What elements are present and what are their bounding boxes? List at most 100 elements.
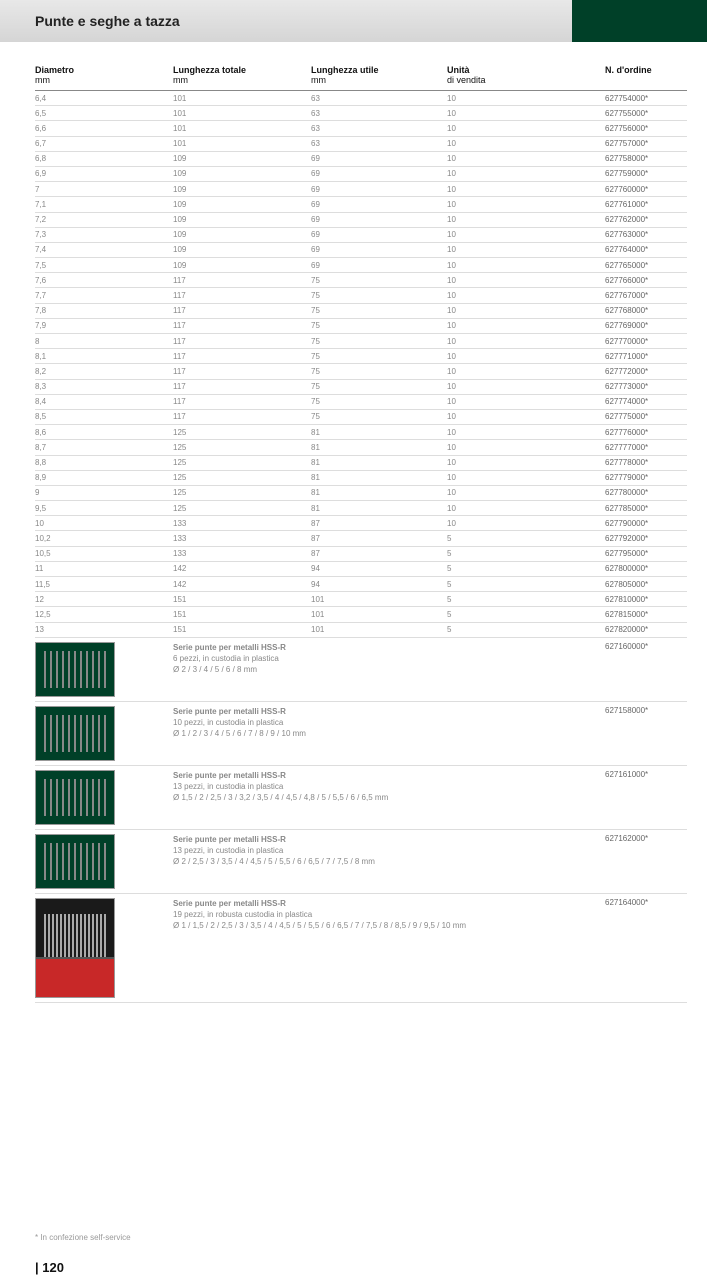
table-row: 7,11096910627761000* [35, 197, 687, 212]
table-row: 8,41177510627774000* [35, 395, 687, 410]
cell-order-no: 627756000* [605, 123, 685, 134]
cell-sales-unit: 10 [447, 487, 605, 498]
cell-useful-length: 101 [311, 594, 447, 605]
cell-diameter: 11 [35, 563, 173, 574]
cell-sales-unit: 5 [447, 533, 605, 544]
cell-order-no: 627779000* [605, 472, 685, 483]
content: Diametromm Lunghezza totalemm Lunghezza … [0, 42, 707, 1252]
cell-order-no: 627757000* [605, 138, 685, 149]
kit-image [35, 706, 173, 761]
cell-total-length: 117 [173, 275, 311, 286]
cell-diameter: 6,4 [35, 93, 173, 104]
cell-sales-unit: 10 [447, 275, 605, 286]
cell-sales-unit: 10 [447, 93, 605, 104]
cell-order-no: 627766000* [605, 275, 685, 286]
cell-total-length: 109 [173, 153, 311, 164]
table-row: 6,61016310627756000* [35, 121, 687, 136]
cell-useful-length: 81 [311, 472, 447, 483]
cell-total-length: 109 [173, 244, 311, 255]
cell-sales-unit: 10 [447, 108, 605, 119]
kit-image [35, 898, 173, 998]
table-row: 8,31177510627773000* [35, 380, 687, 395]
col-useful-length: Lunghezza utilemm [311, 65, 447, 85]
cell-diameter: 12 [35, 594, 173, 605]
cell-diameter: 6,9 [35, 168, 173, 179]
table-row: 8,21177510627772000* [35, 364, 687, 379]
col-diameter: Diametromm [35, 65, 173, 85]
cell-sales-unit: 10 [447, 199, 605, 210]
kit-order-no: 627160000* [605, 642, 685, 697]
cell-useful-length: 94 [311, 579, 447, 590]
column-headers: Diametromm Lunghezza totalemm Lunghezza … [35, 62, 687, 91]
cell-order-no: 627792000* [605, 533, 685, 544]
cell-useful-length: 69 [311, 229, 447, 240]
cell-diameter: 8,4 [35, 396, 173, 407]
cell-diameter: 7,8 [35, 305, 173, 316]
footnote: * In confezione self-service [35, 1233, 687, 1242]
cell-diameter: 8,6 [35, 427, 173, 438]
cell-total-length: 117 [173, 351, 311, 362]
table-row: 11,5142945627805000* [35, 577, 687, 592]
cell-diameter: 7,4 [35, 244, 173, 255]
cell-total-length: 109 [173, 214, 311, 225]
cell-order-no: 627795000* [605, 548, 685, 559]
kit-order-no: 627161000* [605, 770, 685, 825]
cell-useful-length: 101 [311, 609, 447, 620]
cell-total-length: 151 [173, 594, 311, 605]
cell-total-length: 109 [173, 199, 311, 210]
cell-useful-length: 87 [311, 533, 447, 544]
cell-diameter: 6,5 [35, 108, 173, 119]
cell-total-length: 117 [173, 320, 311, 331]
cell-diameter: 13 [35, 624, 173, 635]
cell-sales-unit: 10 [447, 229, 605, 240]
cell-sales-unit: 10 [447, 351, 605, 362]
cell-sales-unit: 5 [447, 609, 605, 620]
table-row: 71096910627760000* [35, 182, 687, 197]
table-row: 91258110627780000* [35, 486, 687, 501]
col-sales-unit: Unitàdi vendita [447, 65, 605, 85]
cell-diameter: 6,7 [35, 138, 173, 149]
cell-diameter: 7,2 [35, 214, 173, 225]
table-row: 8,11177510627771000* [35, 349, 687, 364]
cell-sales-unit: 10 [447, 427, 605, 438]
cell-sales-unit: 10 [447, 153, 605, 164]
page-title: Punte e seghe a tazza [0, 13, 180, 29]
cell-order-no: 627775000* [605, 411, 685, 422]
table-row: 101338710627790000* [35, 516, 687, 531]
page: Punte e seghe a tazza Diametromm Lunghez… [0, 0, 707, 1287]
cell-total-length: 125 [173, 487, 311, 498]
cell-diameter: 7,7 [35, 290, 173, 301]
cell-order-no: 627772000* [605, 366, 685, 377]
cell-useful-length: 75 [311, 351, 447, 362]
table-row: 8,81258110627778000* [35, 456, 687, 471]
cell-total-length: 125 [173, 503, 311, 514]
kit-info: Serie punte per metalli HSS-R13 pezzi, i… [173, 770, 605, 825]
table-row: 6,41016310627754000* [35, 91, 687, 106]
cell-order-no: 627763000* [605, 229, 685, 240]
cell-sales-unit: 10 [447, 290, 605, 301]
cell-sales-unit: 10 [447, 503, 605, 514]
kit-order-no: 627162000* [605, 834, 685, 889]
cell-sales-unit: 10 [447, 442, 605, 453]
cell-sales-unit: 5 [447, 579, 605, 590]
cell-diameter: 8,8 [35, 457, 173, 468]
table-row: 8,61258110627776000* [35, 425, 687, 440]
cell-total-length: 101 [173, 138, 311, 149]
table-row: 8,91258110627779000* [35, 471, 687, 486]
cell-useful-length: 81 [311, 503, 447, 514]
cell-total-length: 117 [173, 336, 311, 347]
cell-sales-unit: 10 [447, 320, 605, 331]
cell-useful-length: 63 [311, 138, 447, 149]
drill-set-icon [35, 706, 115, 761]
cell-sales-unit: 10 [447, 381, 605, 392]
cell-total-length: 109 [173, 168, 311, 179]
table-row: 6,51016310627755000* [35, 106, 687, 121]
cell-order-no: 627769000* [605, 320, 685, 331]
cell-order-no: 627759000* [605, 168, 685, 179]
cell-useful-length: 75 [311, 411, 447, 422]
cell-total-length: 117 [173, 411, 311, 422]
table-row: 7,31096910627763000* [35, 228, 687, 243]
kit-row: Serie punte per metalli HSS-R19 pezzi, i… [35, 894, 687, 1003]
cell-total-length: 117 [173, 290, 311, 301]
cell-order-no: 627810000* [605, 594, 685, 605]
